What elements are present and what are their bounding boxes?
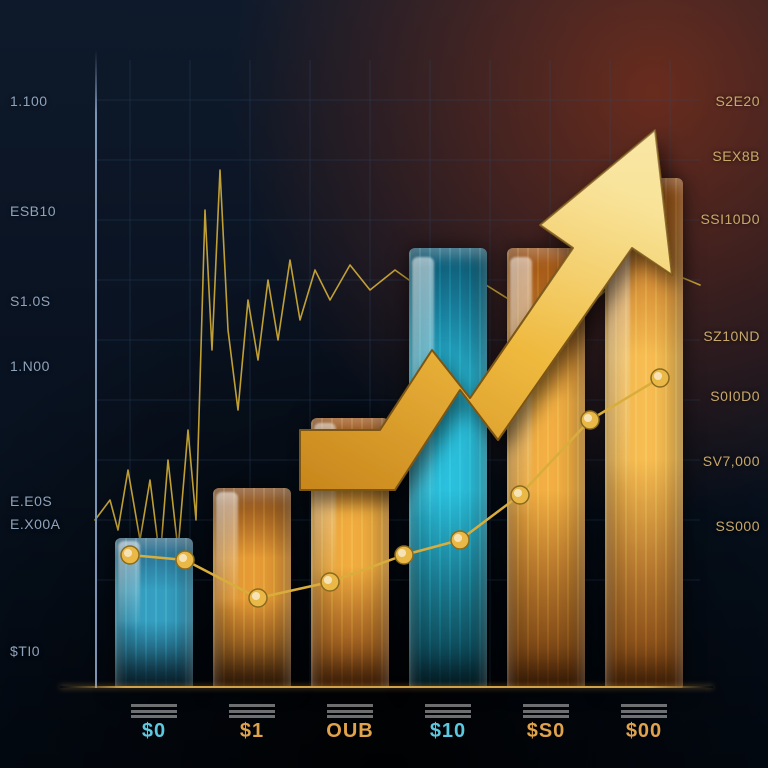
y-right-tick-label: SS000 xyxy=(715,518,760,534)
bar-3 xyxy=(409,248,487,688)
y-left-tick-label: S1.0S xyxy=(10,293,51,309)
y-right-tick-label: SEX8B xyxy=(712,148,760,164)
y-left-tick-label: E.X00A xyxy=(10,516,60,532)
y-left-tick-label: E.E0S xyxy=(10,493,52,509)
x-axis xyxy=(60,686,713,688)
y-left-tick-label: 1.N00 xyxy=(10,358,50,374)
bar-4 xyxy=(507,248,585,688)
y-right-tick-label: SV7,000 xyxy=(703,453,760,469)
bar-0 xyxy=(115,538,193,688)
y-right-tick-label: S2E20 xyxy=(715,93,760,109)
chart-stage: $0$1OUB$10$S0$00 1.100 ESB10 S1.0S 1.N00 E.E… xyxy=(0,0,768,768)
y-left-tick-label: ESB10 xyxy=(10,203,56,219)
y-right-tick-label: SZ10ND xyxy=(703,328,760,344)
bar-5 xyxy=(605,178,683,688)
bar-2 xyxy=(311,418,389,688)
bar-1 xyxy=(213,488,291,688)
bars-group: $0$1OUB$10$S0$00 xyxy=(95,70,688,688)
y-right-tick-label: S0I0D0 xyxy=(710,388,760,404)
y-left-tick-label: $TI0 xyxy=(10,643,40,659)
y-right-tick-label: SSI10D0 xyxy=(700,211,760,227)
y-left-tick-label: 1.100 xyxy=(10,93,48,109)
